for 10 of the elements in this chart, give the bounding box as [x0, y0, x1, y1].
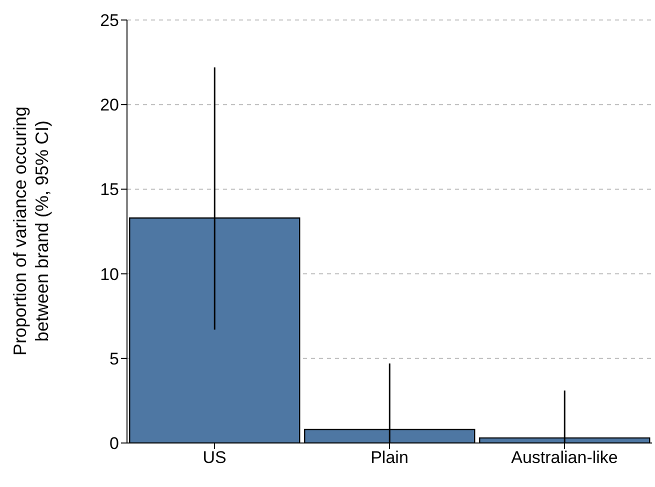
y-tick-label: 15: [100, 180, 119, 200]
x-tick-label: US: [202, 448, 226, 468]
y-tick-label: 5: [110, 349, 119, 368]
y-axis-title: Proportion of variance occuring between brand (%, 95% CI): [10, 106, 52, 356]
y-tick-label: 20: [100, 96, 119, 115]
x-tick-label: Australian-like: [511, 448, 618, 468]
y-tick-label: 0: [110, 434, 119, 454]
y-tick-label: 10: [100, 264, 119, 284]
y-tick-label: 25: [100, 11, 119, 30]
x-tick-label: Plain: [370, 448, 408, 468]
